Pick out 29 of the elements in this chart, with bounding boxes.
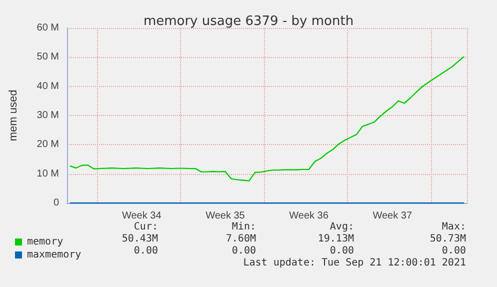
text: Last update: Tue Sep 21 12:00:01 2021 bbox=[243, 258, 466, 268]
x-tick-label: Week 35 bbox=[206, 210, 246, 222]
chart-title: memory usage 6379 - by month bbox=[143, 14, 354, 29]
text: 7.60M bbox=[226, 234, 256, 244]
y-tick-label: 60 M bbox=[36, 22, 59, 34]
text: 19.13M bbox=[318, 234, 354, 244]
text: 0.00 bbox=[330, 246, 354, 256]
text: Min: bbox=[232, 222, 256, 232]
text: 50.73M bbox=[430, 234, 466, 244]
text: Avg: bbox=[330, 222, 354, 232]
y-tick-label: 10 M bbox=[36, 168, 59, 180]
text: Max: bbox=[442, 222, 466, 232]
legend-label: maxmemory bbox=[27, 250, 82, 260]
text: 0.00 bbox=[232, 246, 256, 256]
y-tick-label: 20 M bbox=[36, 139, 59, 150]
line-series bbox=[69, 56, 465, 182]
y-tick-label: 0 bbox=[53, 198, 60, 208]
text: 50.43M bbox=[122, 234, 158, 244]
y-axis-title: mem used bbox=[8, 90, 20, 142]
x-tick-label: Week 36 bbox=[289, 210, 329, 222]
text: 0.00 bbox=[134, 246, 158, 256]
x-tick-label: Week 34 bbox=[122, 210, 162, 222]
y-tick-label: 40 M bbox=[36, 80, 59, 92]
y-tick-label: 30 M bbox=[36, 110, 59, 121]
legend-label: memory bbox=[27, 236, 64, 248]
text: 0.00 bbox=[442, 246, 466, 256]
text: Cur: bbox=[134, 222, 158, 232]
y-tick-label: 50 M bbox=[36, 52, 59, 63]
x-tick-label: Week 37 bbox=[372, 210, 412, 222]
